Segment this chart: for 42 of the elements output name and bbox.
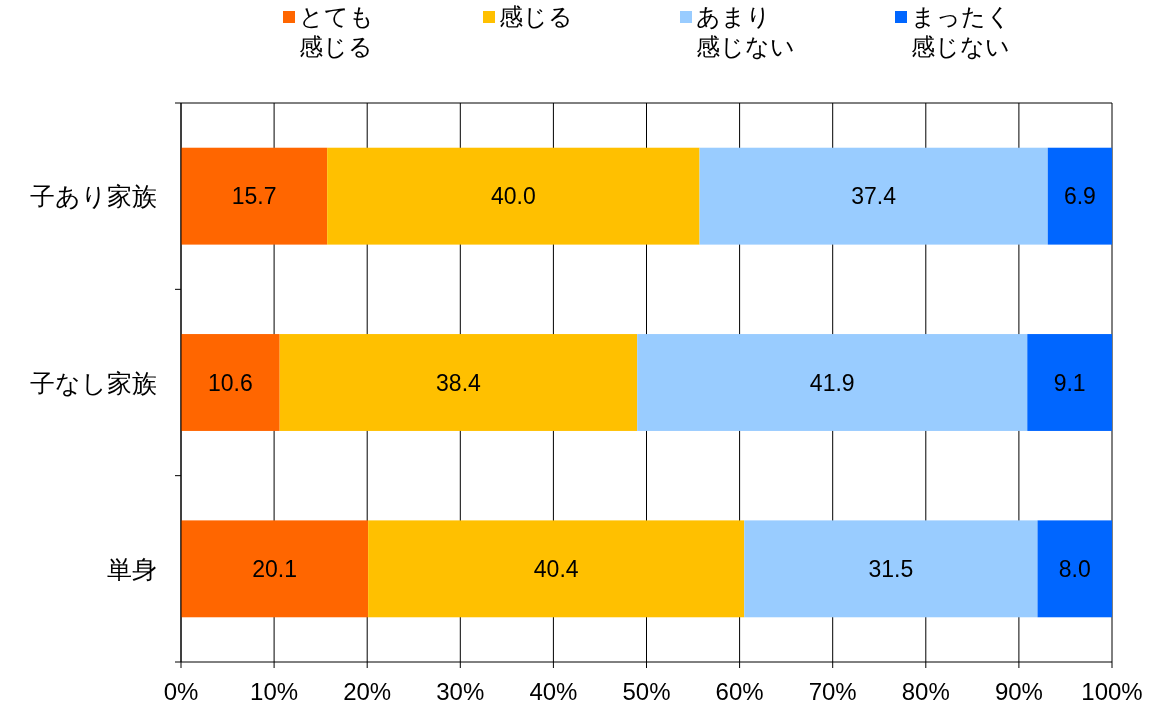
bar [181, 520, 369, 618]
bar [368, 520, 745, 618]
data-label: 41.9 [809, 369, 855, 396]
x-tick-label: 90% [994, 678, 1043, 704]
data-label: 31.5 [868, 555, 914, 582]
y-tick-label: 子あり家族 [30, 182, 157, 211]
data-label: 6.9 [1063, 183, 1096, 210]
data-label: 38.4 [436, 369, 482, 396]
data-label: 40.0 [490, 183, 536, 210]
data-label: 10.6 [207, 369, 253, 396]
data-label: 20.1 [252, 555, 297, 582]
bar [181, 334, 280, 431]
data-label: 37.4 [851, 183, 897, 210]
y-tick-label: 単身 [107, 554, 157, 583]
bar [327, 147, 700, 245]
x-tick-label: 100% [1081, 678, 1143, 704]
data-label: 15.7 [231, 183, 277, 210]
x-tick-label: 40% [529, 678, 578, 704]
x-tick-label: 60% [715, 678, 764, 704]
legend-label: あまり感じない [696, 2, 796, 62]
bar [1037, 520, 1112, 618]
data-label: 8.0 [1058, 555, 1091, 582]
data-label: 9.1 [1053, 369, 1086, 396]
y-tick-label: 子なし家族 [30, 368, 157, 397]
bar [1047, 147, 1112, 245]
bar [1027, 334, 1112, 431]
bar [181, 147, 328, 245]
x-tick-label: 10% [250, 678, 299, 704]
data-label: 40.4 [533, 555, 579, 582]
bar [279, 334, 638, 431]
x-tick-label: 0% [163, 678, 199, 704]
legend-label: 感じる [499, 2, 574, 32]
bar [637, 334, 1028, 431]
bar [699, 147, 1048, 245]
x-tick-label: 20% [343, 678, 392, 704]
x-tick-label: 80% [901, 678, 950, 704]
x-tick-label: 50% [622, 678, 671, 704]
legend-label: とても感じる [299, 2, 375, 62]
x-tick-label: 30% [436, 678, 485, 704]
x-tick-label: 70% [808, 678, 857, 704]
bar [744, 520, 1038, 618]
legend-label: まったく感じない [911, 2, 1012, 62]
